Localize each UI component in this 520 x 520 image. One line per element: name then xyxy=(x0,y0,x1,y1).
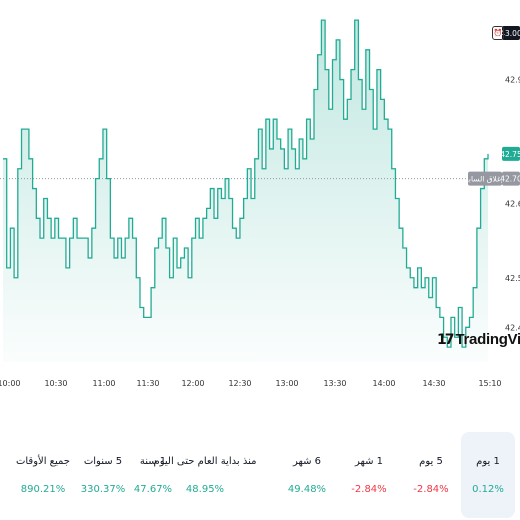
x-tick-label: 10:00 xyxy=(0,379,21,388)
y-tick-label: 42.65 xyxy=(505,199,520,208)
period-4[interactable]: منذ بداية العام حتى اليوم 48.95% xyxy=(145,432,265,518)
period-change-value: 48.95% xyxy=(185,484,225,495)
alarm-icon[interactable]: ⏰ xyxy=(492,26,504,40)
high-price-tag-bg xyxy=(502,26,520,40)
last-price-tag: 42.75 xyxy=(500,150,520,159)
price-area-fill xyxy=(3,20,488,363)
prev-close-price-tag: 42.70 xyxy=(500,175,520,184)
price-area xyxy=(3,20,488,363)
tradingview-logo-text: TradingView xyxy=(455,331,520,348)
period-6[interactable]: 5 سنوات 330.37% xyxy=(76,432,130,518)
period-7[interactable]: جميع الأوقات 890.21% xyxy=(16,432,70,518)
period-label: 1 شهر xyxy=(354,456,384,467)
period-change-value: -2.84% xyxy=(413,484,449,495)
performance-periods: 1 يوم 0.12% 5 يوم -2.84% 1 شهر -2.84% 6 شهر 49.… xyxy=(0,432,520,520)
y-tick-label: 42.50 xyxy=(505,274,520,283)
period-label: جميع الأوقات xyxy=(15,456,70,467)
price-chart[interactable]: 42.90 42.70 42.65 42.50 42.40 10:00 10:30 11:0… xyxy=(0,0,520,400)
tradingview-logo-icon: 17 xyxy=(437,331,455,348)
x-tick-label: 11:00 xyxy=(92,379,115,388)
x-tick-label: 12:30 xyxy=(228,379,251,388)
last-price-tag-bg xyxy=(502,146,520,161)
period-change-value: 49.48% xyxy=(287,484,327,495)
x-tick-label: 14:30 xyxy=(422,379,445,388)
x-tick-label: 11:30 xyxy=(136,379,159,388)
period-5[interactable]: 1 سنة 47.67% xyxy=(126,432,180,518)
prev-close-price-tag-bg xyxy=(502,171,520,186)
prev-close-label-tag: الإغلاق السابق xyxy=(463,175,508,184)
period-label: 5 يوم xyxy=(419,456,443,467)
x-tick-label: 10:30 xyxy=(44,379,67,388)
x-tick-label: 14:00 xyxy=(372,379,395,388)
y-axis: 42.9042.7042.6542.5042.40 xyxy=(505,76,520,333)
x-tick-label: 15:10 xyxy=(478,379,501,388)
period-label: 5 سنوات xyxy=(83,456,123,467)
tradingview-logo: 17 TradingView xyxy=(437,331,520,348)
price-line-path xyxy=(3,19,489,348)
period-change-value: 47.67% xyxy=(133,484,173,495)
y-tick-label: 42.90 xyxy=(505,76,520,85)
period-label: منذ بداية العام حتى اليوم xyxy=(153,456,257,467)
y-tick-label: 42.40 xyxy=(505,323,520,332)
x-axis: 10:00 10:30 11:00 11:30 12:00 12:30 13:00 13:30… xyxy=(0,379,502,388)
period-change-value: 330.37% xyxy=(80,484,126,495)
high-price-tag: 43.00 xyxy=(500,29,520,38)
period-change-value: 890.21% xyxy=(20,484,66,495)
x-tick-label: 13:30 xyxy=(323,379,346,388)
x-tick-label: 12:00 xyxy=(181,379,204,388)
period-3[interactable]: 6 شهر 49.48% xyxy=(280,432,334,518)
price-line xyxy=(3,19,489,348)
period-label: 6 شهر xyxy=(292,456,322,467)
prev-close-label-tag-bg xyxy=(468,171,502,186)
period-label: 1 يوم xyxy=(476,456,500,467)
period-change-value: -2.84% xyxy=(351,484,387,495)
period-label: 1 سنة xyxy=(139,456,167,467)
period-0[interactable]: 1 يوم 0.12% xyxy=(461,432,515,518)
period-2[interactable]: 1 شهر -2.84% xyxy=(342,432,396,518)
x-tick-label: 13:00 xyxy=(275,379,298,388)
period-1[interactable]: 5 يوم -2.84% xyxy=(404,432,458,518)
period-change-value: 0.12% xyxy=(472,484,504,495)
